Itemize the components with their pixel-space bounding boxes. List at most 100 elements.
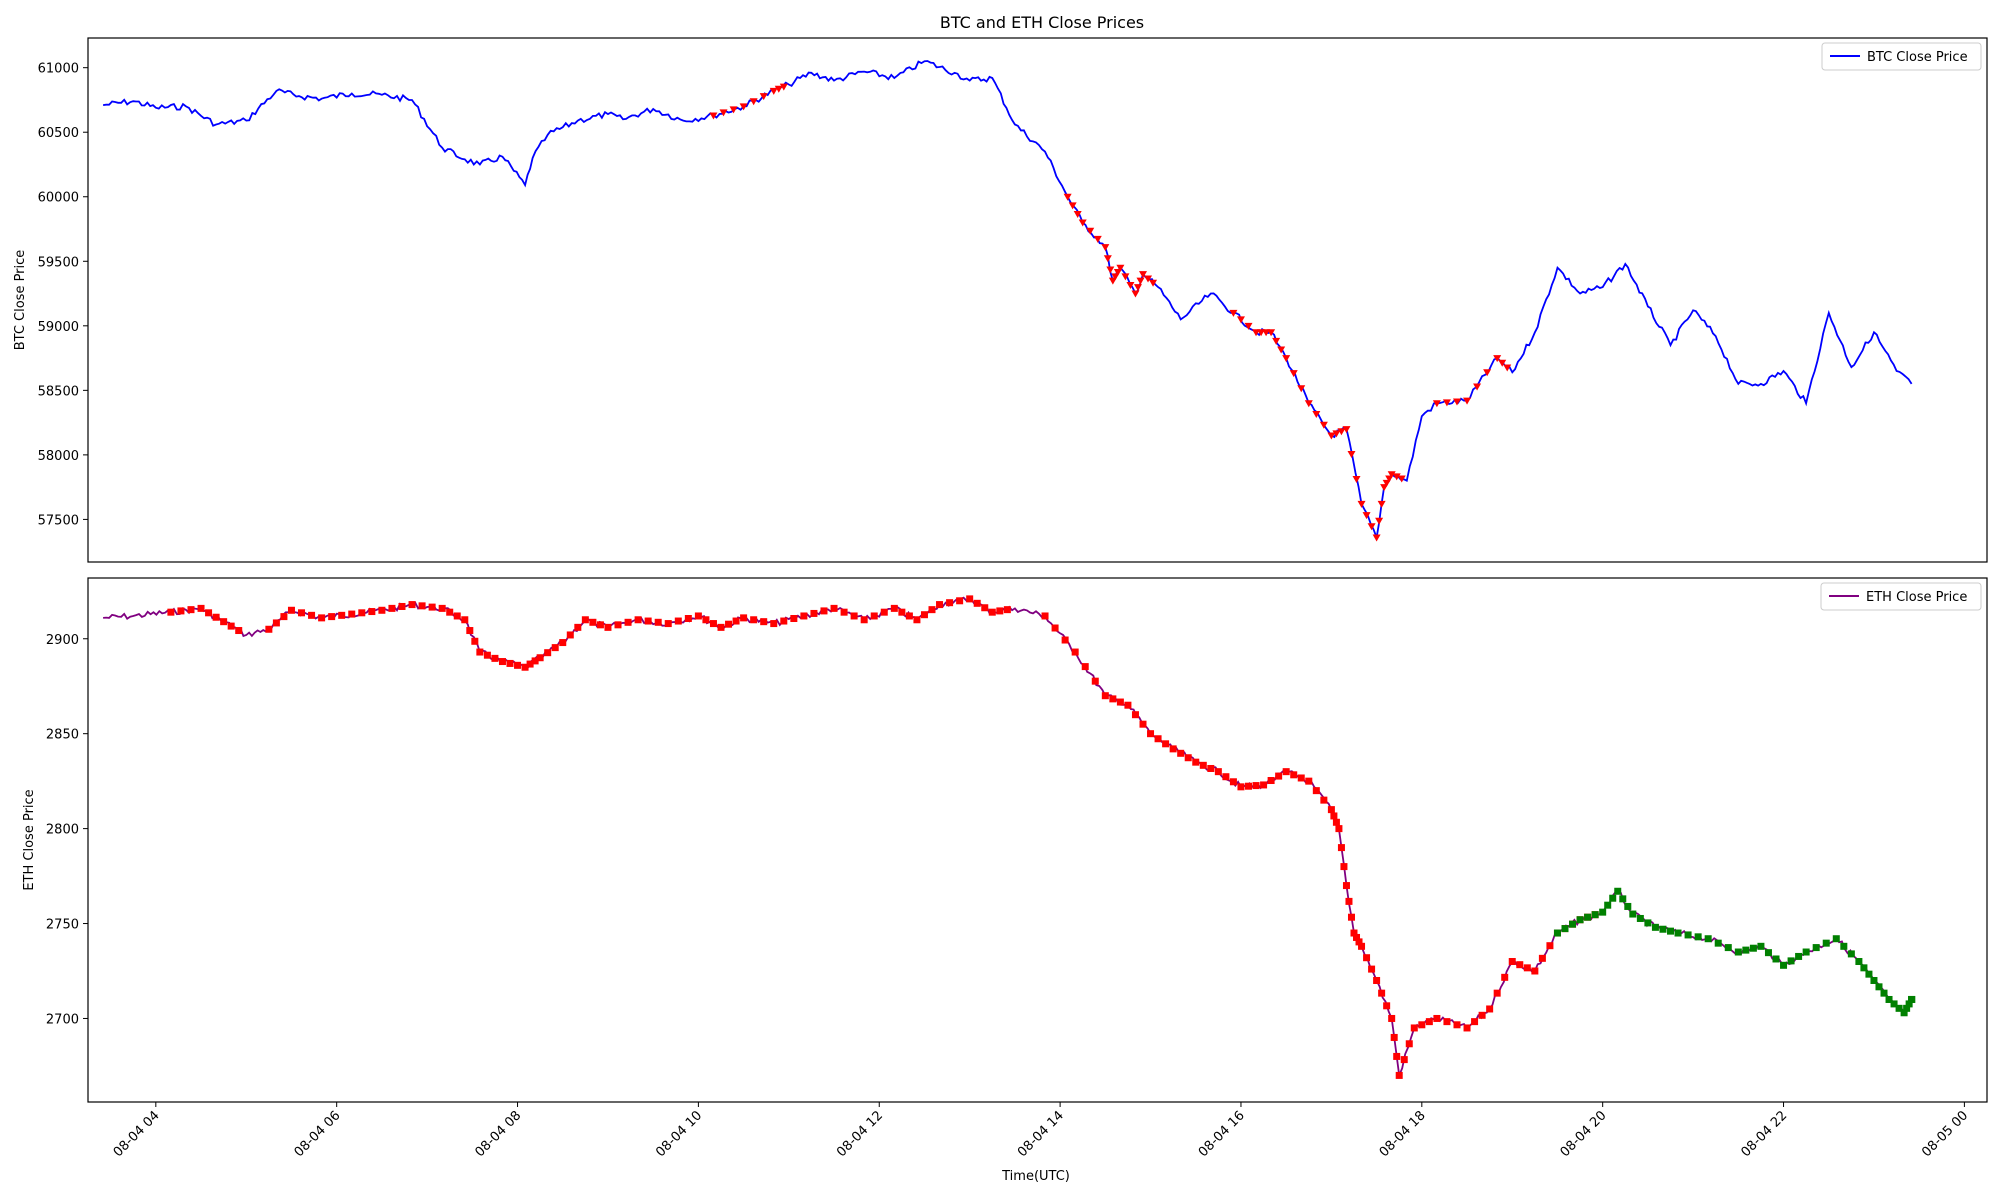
eth-sell-marker-44	[551, 644, 559, 652]
eth-sell-marker-30	[461, 616, 469, 624]
eth-sell-marker-165	[1486, 1005, 1494, 1013]
btc-sell-marker-49	[1347, 451, 1356, 459]
eth-buy-marker-36	[1832, 935, 1840, 943]
eth-sell-marker-166	[1493, 989, 1501, 997]
btc-sell-marker-5	[759, 93, 768, 101]
eth-sell-marker-35	[491, 654, 499, 662]
eth-sell-marker-125	[1275, 772, 1283, 780]
eth-sell-marker-164	[1478, 1011, 1486, 1019]
eth-sell-marker-149	[1383, 1002, 1391, 1010]
btc-y-tick-label-7: 61000	[38, 62, 79, 77]
btc-sell-marker-69	[1493, 355, 1502, 363]
eth-sell-marker-26	[428, 603, 436, 611]
btc-sell-marker-34	[1257, 329, 1266, 337]
eth-buy-marker-39	[1855, 958, 1863, 966]
btc-sell-marker-61	[1392, 473, 1401, 481]
eth-buy-marker-53	[1908, 995, 1916, 1003]
eth-y-tick-label-3: 2850	[46, 728, 79, 743]
btc-sell-marker-8	[779, 83, 788, 91]
eth-buy-marker-24	[1734, 948, 1742, 956]
eth-sell-marker-108	[1147, 730, 1155, 738]
btc-y-axis-label: BTC Close Price	[13, 250, 28, 351]
eth-sell-marker-53	[624, 618, 632, 626]
eth-sell-marker-69	[770, 620, 778, 628]
btc-sell-marker-44	[1319, 421, 1328, 429]
btc-sell-marker-68	[1483, 369, 1492, 377]
eth-sell-marker-141	[1350, 929, 1358, 937]
eth-buy-marker-8	[1609, 894, 1617, 902]
eth-sell-marker-138	[1342, 882, 1350, 890]
eth-sell-marker-18	[348, 610, 356, 618]
eth-sell-marker-71	[790, 615, 798, 623]
eth-buy-marker-16	[1659, 925, 1667, 933]
eth-sell-marker-9	[265, 625, 273, 633]
eth-sell-marker-78	[860, 616, 868, 624]
eth-sell-marker-22	[388, 604, 396, 612]
btc-sell-marker-14	[1093, 235, 1102, 243]
btc-sell-marker-40	[1289, 370, 1298, 378]
eth-sell-marker-116	[1207, 764, 1215, 772]
eth-sell-marker-97	[1051, 624, 1059, 632]
eth-sell-marker-90	[966, 595, 974, 603]
eth-sell-marker-94	[996, 607, 1004, 615]
eth-sell-marker-103	[1109, 695, 1117, 703]
eth-sell-marker-19	[358, 609, 366, 617]
eth-legend-box	[1820, 582, 1982, 611]
eth-sell-marker-88	[946, 599, 954, 607]
eth-legend: ETH Close Price	[1820, 582, 1982, 611]
btc-sell-marker-66	[1463, 397, 1472, 405]
eth-sell-marker-1	[177, 607, 185, 615]
eth-sell-marker-23	[398, 602, 406, 610]
eth-sell-marker-82	[898, 608, 906, 616]
eth-sell-marker-87	[936, 601, 944, 609]
eth-sell-marker-81	[890, 604, 898, 612]
eth-buy-marker-48	[1900, 1009, 1908, 1017]
btc-sell-marker-12	[1078, 219, 1087, 227]
eth-sell-marker-17	[338, 611, 346, 619]
eth-buy-marker-6	[1599, 908, 1607, 916]
eth-sell-marker-66	[740, 614, 748, 622]
btc-sell-marker-52	[1362, 512, 1371, 520]
btc-sell-marker-16	[1103, 255, 1112, 263]
btc-sell-marker-55	[1375, 517, 1384, 525]
eth-buy-marker-21	[1704, 935, 1712, 943]
btc-sell-marker-67	[1473, 383, 1482, 391]
btc-sell-marker-46	[1332, 430, 1341, 438]
eth-sell-marker-48	[581, 616, 589, 624]
eth-sell-marker-160	[1443, 1018, 1451, 1026]
eth-sell-marker-7	[227, 622, 235, 630]
eth-y-axis-label: ETH Close Price	[22, 789, 37, 890]
eth-sell-marker-110	[1162, 740, 1170, 748]
eth-sell-marker-172	[1538, 954, 1546, 962]
eth-sell-marker-129	[1305, 777, 1313, 785]
eth-buy-marker-2	[1569, 920, 1577, 928]
btc-y-tick-label-4: 59500	[38, 255, 79, 270]
eth-sell-marker-20	[368, 608, 376, 616]
eth-buy-marker-42	[1870, 976, 1878, 984]
eth-sell-marker-37	[506, 659, 514, 667]
eth-sell-marker-52	[614, 621, 622, 629]
eth-buy-marker-18	[1674, 929, 1682, 937]
btc-legend: BTC Close Price	[1821, 42, 1982, 71]
btc-sell-marker-64	[1442, 399, 1451, 407]
eth-sell-marker-64	[725, 620, 733, 628]
eth-sell-marker-77	[850, 612, 858, 620]
eth-sell-marker-46	[566, 631, 574, 639]
btc-y-tick-label-2: 58500	[38, 384, 79, 399]
btc-panel: 57500 58000 58500 59000 59500 60000 60500 61000…	[13, 37, 1988, 563]
eth-sell-marker-118	[1222, 773, 1230, 781]
eth-sell-marker-74	[820, 607, 828, 615]
eth-buy-marker-14	[1644, 919, 1652, 927]
eth-buy-marker-17	[1667, 927, 1674, 935]
btc-sell-marker-3	[739, 103, 748, 111]
eth-sell-marker-50	[596, 621, 604, 629]
btc-sell-marker-42	[1304, 400, 1313, 408]
btc-sell-marker-43	[1312, 411, 1321, 419]
eth-buy-marker-50	[1905, 1000, 1913, 1008]
eth-sell-marker-72	[800, 612, 808, 620]
eth-sell-marker-62	[709, 620, 717, 628]
btc-sell-marker-35	[1262, 329, 1271, 337]
btc-sell-marker-28	[1144, 275, 1153, 283]
eth-sell-marker-145	[1363, 954, 1371, 962]
